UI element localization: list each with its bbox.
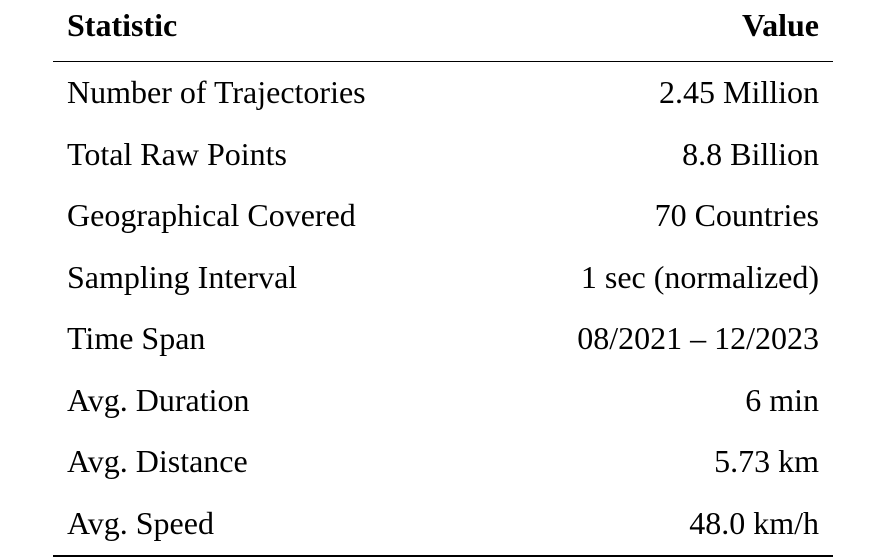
table-row: Avg. Distance 5.73 km	[53, 431, 833, 493]
stat-value: 1 sec (normalized)	[480, 247, 833, 309]
table-row: Total Raw Points 8.8 Billion	[53, 124, 833, 186]
stat-label: Number of Trajectories	[53, 61, 480, 123]
table-header-row: Statistic Value	[53, 0, 833, 61]
stat-label: Avg. Distance	[53, 431, 480, 493]
stat-value: 48.0 km/h	[480, 493, 833, 556]
table-row: Time Span 08/2021 – 12/2023	[53, 308, 833, 370]
table-row: Geographical Covered 70 Countries	[53, 185, 833, 247]
table-row: Avg. Duration 6 min	[53, 370, 833, 432]
stat-value: 5.73 km	[480, 431, 833, 493]
stat-label: Avg. Speed	[53, 493, 480, 556]
stat-value: 8.8 Billion	[480, 124, 833, 186]
stat-label: Time Span	[53, 308, 480, 370]
stat-value: 2.45 Million	[480, 61, 833, 123]
column-header-statistic: Statistic	[53, 0, 480, 61]
column-header-value: Value	[480, 0, 833, 61]
stat-value: 6 min	[480, 370, 833, 432]
table-row: Sampling Interval 1 sec (normalized)	[53, 247, 833, 309]
stat-label: Total Raw Points	[53, 124, 480, 186]
stat-label: Sampling Interval	[53, 247, 480, 309]
table-row: Avg. Speed 48.0 km/h	[53, 493, 833, 556]
stat-value: 08/2021 – 12/2023	[480, 308, 833, 370]
statistics-table: Statistic Value Number of Trajectories 2…	[53, 0, 833, 557]
stat-value: 70 Countries	[480, 185, 833, 247]
table-row: Number of Trajectories 2.45 Million	[53, 61, 833, 123]
table-body: Number of Trajectories 2.45 Million Tota…	[53, 61, 833, 555]
stat-label: Geographical Covered	[53, 185, 480, 247]
statistics-table-container: Statistic Value Number of Trajectories 2…	[53, 0, 833, 557]
stat-label: Avg. Duration	[53, 370, 480, 432]
